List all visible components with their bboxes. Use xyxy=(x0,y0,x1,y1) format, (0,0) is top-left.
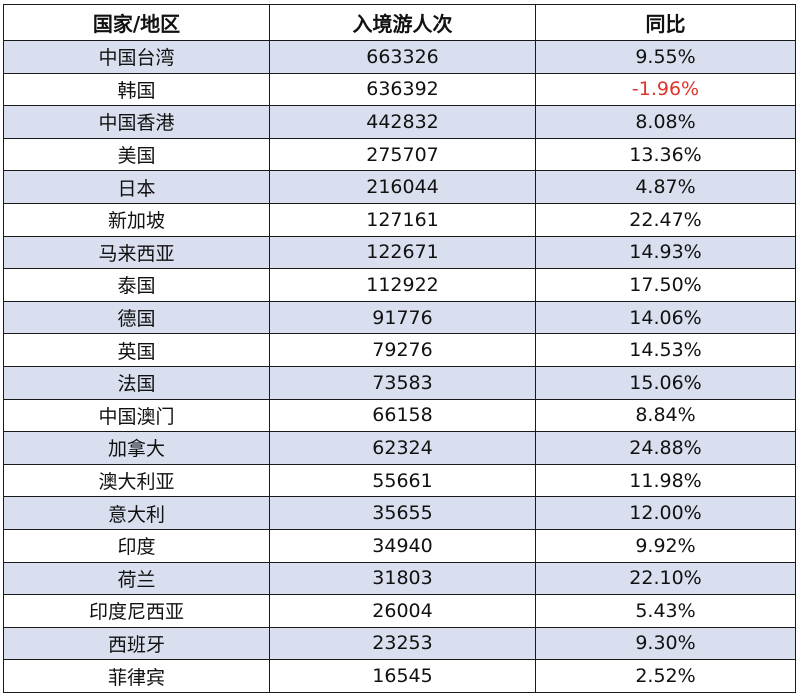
cell-yoy: 12.00% xyxy=(535,496,796,530)
cell-country: 法国 xyxy=(3,365,270,400)
cell-yoy: 4.87% xyxy=(535,170,796,204)
cell-visitors: 127161 xyxy=(269,202,536,237)
table-row: 中国澳门 66158 8.84% xyxy=(3,398,796,433)
cell-country: 印度尼西亚 xyxy=(3,594,270,628)
cell-yoy: 24.88% xyxy=(535,431,796,465)
cell-visitors: 216044 xyxy=(269,170,536,204)
cell-visitors: 26004 xyxy=(269,594,536,628)
cell-country: 马来西亚 xyxy=(3,235,270,270)
cell-country: 中国香港 xyxy=(3,105,270,139)
cell-country: 美国 xyxy=(3,137,270,172)
cell-country: 意大利 xyxy=(3,496,270,530)
table-row: 印度尼西亚 26004 5.43% xyxy=(3,594,796,628)
cell-visitors: 35655 xyxy=(269,496,536,530)
table-row: 澳大利亚 55661 11.98% xyxy=(3,463,796,498)
cell-yoy: 8.84% xyxy=(535,398,796,433)
cell-visitors: 16545 xyxy=(269,659,536,693)
cell-yoy: -1.96% xyxy=(535,72,796,107)
table-row: 印度 34940 9.92% xyxy=(3,528,796,563)
cell-visitors: 112922 xyxy=(269,268,536,302)
table-row: 菲律宾 16545 2.52% xyxy=(3,659,796,693)
cell-yoy: 22.10% xyxy=(535,561,796,596)
table-row: 马来西亚 122671 14.93% xyxy=(3,235,796,270)
cell-visitors: 636392 xyxy=(269,72,536,107)
cell-yoy: 22.47% xyxy=(535,202,796,237)
cell-visitors: 91776 xyxy=(269,300,536,335)
cell-country: 澳大利亚 xyxy=(3,463,270,498)
cell-country: 中国澳门 xyxy=(3,398,270,433)
cell-visitors: 73583 xyxy=(269,365,536,400)
cell-yoy: 14.93% xyxy=(535,235,796,270)
table-row: 泰国 112922 17.50% xyxy=(3,268,796,302)
table-row: 法国 73583 15.06% xyxy=(3,365,796,400)
cell-yoy: 14.06% xyxy=(535,300,796,335)
table-header-row: 国家/地区 入境游人次 同比 xyxy=(3,4,796,41)
table-row: 加拿大 62324 24.88% xyxy=(3,431,796,465)
header-visitors: 入境游人次 xyxy=(269,4,536,41)
cell-visitors: 34940 xyxy=(269,528,536,563)
table-row: 意大利 35655 12.00% xyxy=(3,496,796,530)
cell-country: 中国台湾 xyxy=(3,40,270,74)
cell-country: 新加坡 xyxy=(3,202,270,237)
table-body: 中国台湾 663326 9.55% 韩国 636392 -1.96% 中国香港 442832 8… xyxy=(3,40,796,693)
cell-country: 荷兰 xyxy=(3,561,270,596)
cell-yoy: 13.36% xyxy=(535,137,796,172)
cell-country: 西班牙 xyxy=(3,626,270,661)
table-row: 英国 79276 14.53% xyxy=(3,333,796,367)
cell-yoy: 9.92% xyxy=(535,528,796,563)
cell-yoy: 9.30% xyxy=(535,626,796,661)
cell-country: 日本 xyxy=(3,170,270,204)
cell-visitors: 275707 xyxy=(269,137,536,172)
cell-yoy: 8.08% xyxy=(535,105,796,139)
cell-yoy: 2.52% xyxy=(535,659,796,693)
cell-visitors: 66158 xyxy=(269,398,536,433)
cell-country: 德国 xyxy=(3,300,270,335)
table-row: 中国台湾 663326 9.55% xyxy=(3,40,796,74)
table-row: 荷兰 31803 22.10% xyxy=(3,561,796,596)
cell-yoy: 11.98% xyxy=(535,463,796,498)
cell-visitors: 663326 xyxy=(269,40,536,74)
cell-yoy: 17.50% xyxy=(535,268,796,302)
table-row: 中国香港 442832 8.08% xyxy=(3,105,796,139)
cell-visitors: 122671 xyxy=(269,235,536,270)
cell-yoy: 9.55% xyxy=(535,40,796,74)
cell-visitors: 23253 xyxy=(269,626,536,661)
cell-country: 韩国 xyxy=(3,72,270,107)
cell-yoy: 15.06% xyxy=(535,365,796,400)
visitor-table-container: 国家/地区 入境游人次 同比 中国台湾 663326 9.55% 韩国 636392 -1… xyxy=(3,4,796,693)
cell-visitors: 62324 xyxy=(269,431,536,465)
header-country: 国家/地区 xyxy=(3,4,270,41)
cell-yoy: 14.53% xyxy=(535,333,796,367)
cell-yoy: 5.43% xyxy=(535,594,796,628)
table-row: 德国 91776 14.06% xyxy=(3,300,796,335)
table-row: 韩国 636392 -1.96% xyxy=(3,72,796,107)
cell-visitors: 55661 xyxy=(269,463,536,498)
table-row: 西班牙 23253 9.30% xyxy=(3,626,796,661)
cell-country: 英国 xyxy=(3,333,270,367)
header-yoy: 同比 xyxy=(535,4,796,41)
cell-visitors: 31803 xyxy=(269,561,536,596)
cell-country: 加拿大 xyxy=(3,431,270,465)
table-row: 日本 216044 4.87% xyxy=(3,170,796,204)
table-row: 美国 275707 13.36% xyxy=(3,137,796,172)
cell-visitors: 442832 xyxy=(269,105,536,139)
table-row: 新加坡 127161 22.47% xyxy=(3,202,796,237)
visitor-table: 国家/地区 入境游人次 同比 中国台湾 663326 9.55% 韩国 636392 -1… xyxy=(3,4,796,693)
cell-visitors: 79276 xyxy=(269,333,536,367)
cell-country: 菲律宾 xyxy=(3,659,270,693)
cell-country: 泰国 xyxy=(3,268,270,302)
cell-country: 印度 xyxy=(3,528,270,563)
